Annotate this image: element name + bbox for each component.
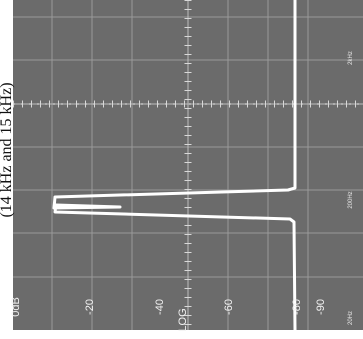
level-label: 0dB xyxy=(10,297,22,317)
spectrum-screenshot: (14 kHz and 15 kHz) 0dB -20 -40 LOG -60 -80 -9… xyxy=(0,0,363,339)
frequency-label: 20Hz xyxy=(348,311,354,325)
level-label: -90 xyxy=(315,299,327,315)
level-label: -60 xyxy=(223,299,235,315)
frequency-label: 2kHz xyxy=(348,51,354,65)
level-label: -80 xyxy=(291,299,303,315)
caption: (14 kHz and 15 kHz) xyxy=(0,82,15,217)
frequency-label: 200Hz xyxy=(348,191,354,208)
level-label: -20 xyxy=(84,299,96,315)
level-label: -40 xyxy=(154,299,166,315)
level-label: LOG xyxy=(177,308,189,331)
